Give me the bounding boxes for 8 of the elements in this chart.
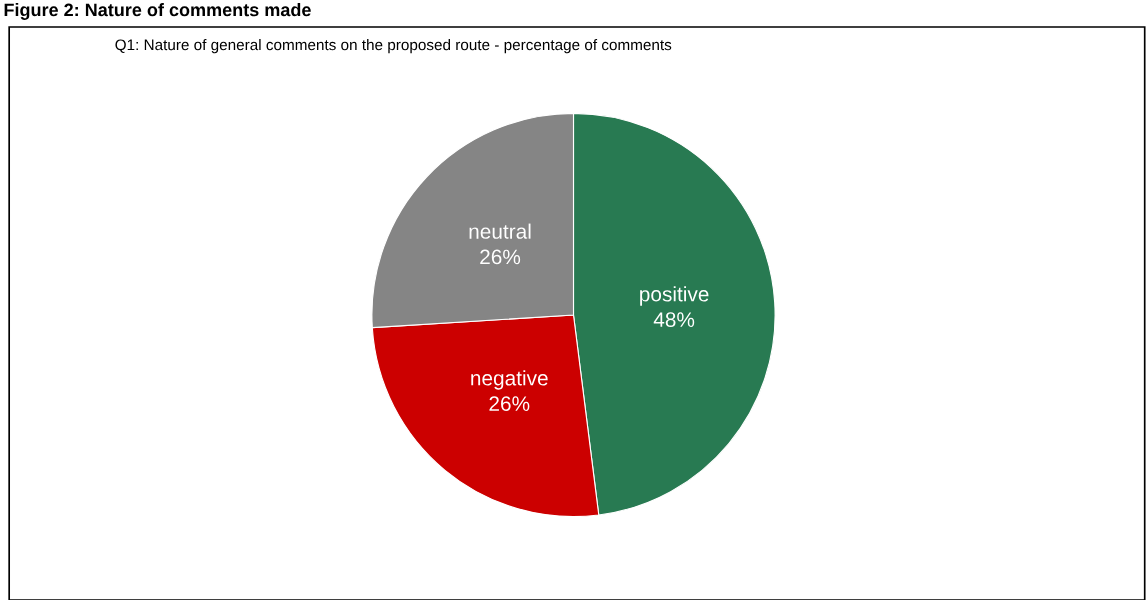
chart-subtitle: Q1: Nature of general comments on the proposed route - percentage of comments <box>115 39 672 54</box>
data-label: 26% <box>489 396 530 411</box>
data-label: 48% <box>653 312 695 327</box>
text: Figure 2: Nature of comments made <box>4 3 311 20</box>
slice-label: positive <box>640 286 709 306</box>
slice-label: neutral <box>469 223 531 239</box>
data-label: 26% <box>480 249 521 265</box>
slice-label: negative <box>471 370 548 390</box>
